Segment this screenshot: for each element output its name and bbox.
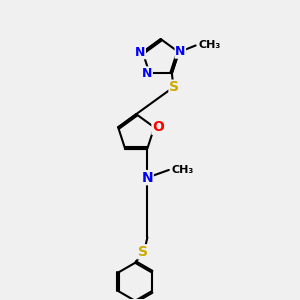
Text: CH₃: CH₃	[171, 165, 194, 175]
Text: CH₃: CH₃	[198, 40, 220, 50]
Text: S: S	[169, 80, 179, 94]
Text: N: N	[142, 67, 152, 80]
Text: N: N	[175, 45, 185, 58]
Text: O: O	[152, 120, 164, 134]
Text: N: N	[142, 171, 153, 184]
Text: N: N	[135, 46, 146, 59]
Text: S: S	[138, 245, 148, 259]
